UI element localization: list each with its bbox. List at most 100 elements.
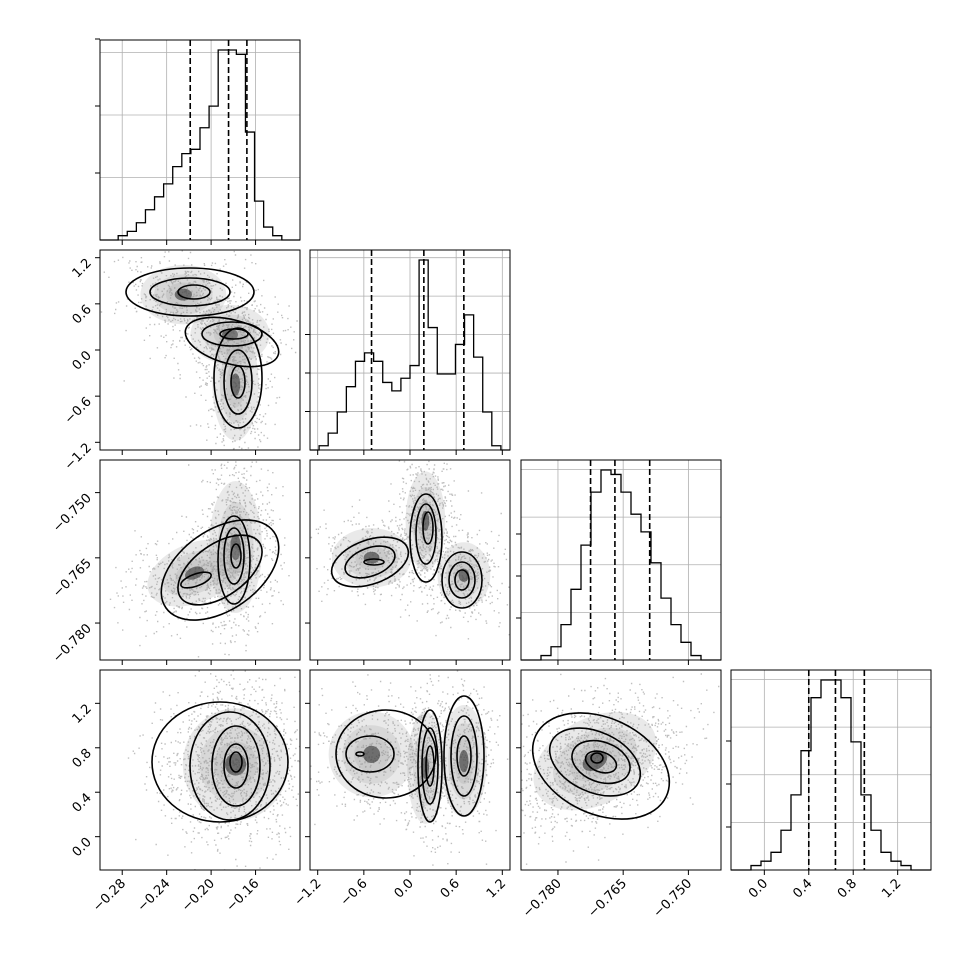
scatter-points [310,460,510,640]
x-tick-label: −0.24 [135,876,174,915]
contour-line [149,277,231,307]
contour-line [344,545,396,579]
contour-line [417,709,443,823]
panel-frame [99,39,301,241]
contour-line [584,750,618,774]
histogram-panel-3 [731,670,931,871]
contour-line [160,519,280,621]
panel-frame [309,669,511,871]
scatter-cloud [100,250,298,450]
contour-line [421,727,439,805]
scatter-panel-1_0 [100,250,298,450]
contour-line [229,751,243,773]
panel-frame [99,249,301,451]
contour-line [422,511,434,545]
panel-frame [99,459,301,661]
contour-line [151,701,289,823]
contour-line [548,727,642,797]
y-tick-label: 0.0 [70,348,95,373]
density-shade [230,373,241,396]
y-tick-label: 0.0 [70,835,95,860]
scatter-points [100,250,298,450]
contour-line [223,743,249,789]
panel-frame [309,249,511,451]
x-tick-label: −1.2 [292,876,325,909]
y-tick-label: 1.2 [70,256,95,281]
density-shade [459,749,469,773]
x-tick-label: −0.28 [90,876,129,915]
contour-line [223,349,253,415]
histogram-panel-2 [521,460,721,661]
contour-line [531,712,671,820]
density-shade [363,551,380,564]
scatter-panel-2_0 [109,460,290,660]
panel-frame [99,669,301,871]
y-tick-label: 1.2 [70,702,95,727]
scatter-cloud [310,460,510,640]
contour-line [355,751,365,757]
contour-line [409,493,443,583]
scatter-cloud [521,673,721,865]
x-tick-label: −0.20 [179,876,218,915]
y-tick-label: −0.765 [50,556,95,601]
x-tick-label: 0.8 [835,876,860,901]
contour-line [345,735,395,773]
x-tick-label: 0.6 [438,876,463,901]
contour-line [211,725,261,807]
x-tick-label: −0.765 [585,876,630,921]
contour-line [177,534,263,606]
y-tick-label: 0.8 [70,746,95,771]
scatter-points [310,670,509,866]
scatter-panel-3_1 [310,670,509,866]
panel-frame [730,669,932,871]
scatter-cloud [310,670,509,866]
contour-line [125,267,255,317]
contour-line [177,284,211,300]
x-tick-label: 1.2 [879,876,904,901]
histogram-step [521,469,721,661]
density-shade [174,288,192,301]
contour-line [443,695,485,817]
histogram-panel-0 [100,40,300,241]
histogram-panel-1 [310,250,510,451]
contour-line [201,321,263,347]
panel-frame [309,459,511,661]
x-tick-label: −0.750 [651,876,696,921]
scatter-panel-3_0 [127,670,300,870]
contour-line [335,709,437,799]
contour-line [330,536,410,588]
scatter-panel-3_2 [521,673,721,865]
x-tick-label: −0.780 [520,876,565,921]
contour-line [213,327,263,429]
contour-line [441,551,483,609]
scatter-cloud [109,460,290,660]
y-tick-label: −0.750 [50,491,95,536]
contour-line [189,711,271,821]
histogram-step [731,679,931,871]
panel-frame [520,459,722,661]
contour-line [230,543,242,569]
x-tick-label: −0.6 [338,876,371,909]
x-tick-label: −0.16 [224,876,263,915]
contour-line [425,745,435,787]
histogram-step [100,49,300,241]
x-tick-label: 0.4 [790,876,815,901]
scatter-points [521,673,721,865]
density-shade [362,745,381,764]
contour-line [450,715,478,797]
density-shade [230,533,241,561]
y-tick-label: 0.4 [70,790,95,815]
y-tick-label: −0.6 [62,394,95,427]
x-tick-label: 0.0 [392,876,417,901]
contour-line [230,365,246,399]
contour-line [571,739,631,785]
y-tick-label: −1.2 [62,441,95,474]
contour-line [180,571,212,589]
contour-line [223,527,245,585]
contour-line [217,515,251,605]
scatter-cloud [127,670,300,870]
contour-line [454,569,470,591]
contour-line [363,558,385,566]
y-tick-label: −0.780 [50,621,95,666]
